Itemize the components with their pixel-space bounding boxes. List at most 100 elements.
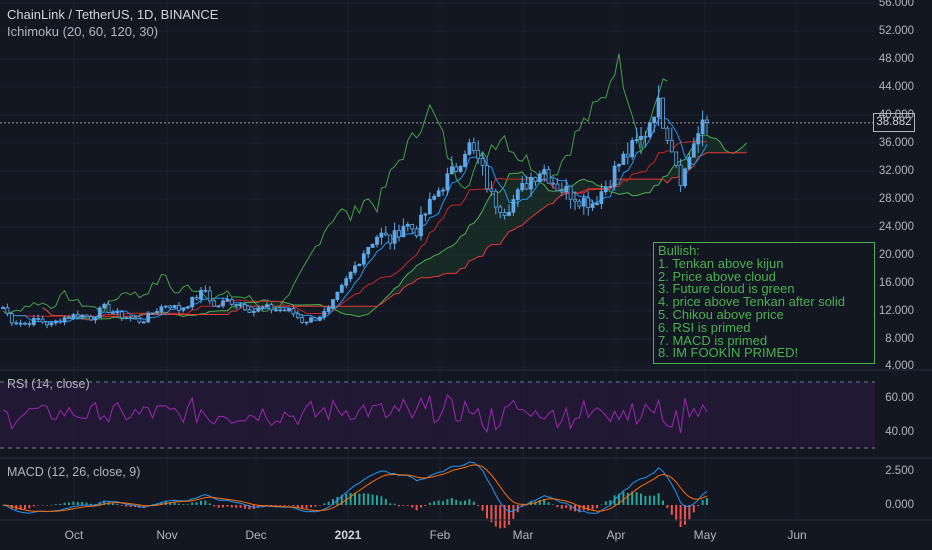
- candle-body: [612, 165, 617, 187]
- macd-histogram-bar: [587, 505, 590, 511]
- candle-body: [115, 311, 120, 314]
- candle-body: [489, 188, 494, 192]
- candle-body: [216, 305, 221, 308]
- macd-histogram-bar: [508, 505, 510, 525]
- candle-body: [194, 297, 199, 300]
- candle-body: [322, 311, 327, 318]
- last-price-tag: 38.882: [873, 113, 915, 132]
- macd-histogram-bar: [204, 500, 207, 505]
- macd-histogram-bar: [490, 505, 493, 523]
- rsi-indicator-label[interactable]: RSI (14, close): [7, 377, 90, 391]
- note-line: 8. IM FOOKIN PRIMED!: [658, 345, 799, 361]
- macd-histogram-bar: [398, 505, 400, 507]
- macd-histogram-bar: [578, 505, 581, 513]
- candle-body: [683, 168, 687, 186]
- candle-body: [278, 309, 283, 312]
- candle-body: [471, 142, 476, 151]
- candle-body: [463, 154, 467, 167]
- candle-body: [520, 183, 525, 191]
- macd-histogram-bar: [600, 504, 603, 505]
- macd-histogram-bar: [147, 505, 150, 506]
- candle-body: [383, 232, 388, 236]
- macd-histogram-bar: [354, 492, 356, 505]
- macd-histogram-bar: [543, 498, 546, 505]
- candle-body: [344, 278, 349, 286]
- time-axis-label: Jun: [787, 528, 807, 542]
- macd-histogram-bar: [54, 504, 57, 505]
- macd-histogram-bar: [538, 500, 541, 505]
- macd-histogram-bar: [499, 505, 502, 529]
- bullish-note-box[interactable]: Bullish: 1. Tenkan above kijun 2. Price …: [653, 242, 875, 364]
- macd-histogram-bar: [433, 501, 436, 505]
- candle-body: [537, 173, 542, 183]
- candle-body: [84, 314, 89, 318]
- candle-body: [432, 195, 437, 200]
- macd-histogram-bar: [560, 505, 563, 509]
- candle-body: [111, 312, 115, 315]
- candle-body: [159, 306, 164, 312]
- macd-histogram-bar: [72, 501, 75, 505]
- candle-body: [199, 289, 203, 300]
- note-line: 6. RSI is primed: [658, 319, 751, 335]
- price-axis-label: 40.000: [878, 109, 914, 121]
- candle-body: [678, 164, 683, 186]
- macd-histogram-bar: [631, 491, 634, 505]
- candle-body: [133, 317, 137, 320]
- macd-histogram-bar: [618, 493, 620, 505]
- candle-body: [603, 186, 608, 193]
- macd-histogram-bar: [420, 505, 422, 508]
- candle-body: [564, 185, 569, 193]
- macd-histogram-bar: [367, 493, 370, 505]
- macd-histogram-bar: [340, 495, 343, 505]
- macd-histogram-bar: [406, 505, 409, 506]
- macd-histogram-bar: [653, 495, 656, 505]
- candle-body: [625, 153, 630, 158]
- candle-body: [405, 224, 410, 227]
- candle-body: [388, 234, 393, 244]
- macd-histogram-bar: [230, 505, 233, 508]
- macd-indicator-label[interactable]: MACD (12, 26, close, 9): [7, 465, 141, 479]
- macd-histogram-bar: [437, 500, 440, 505]
- candle-body: [419, 214, 423, 237]
- candle-body: [595, 203, 599, 206]
- candle-body: [361, 253, 366, 265]
- macd-histogram-bar: [32, 505, 35, 507]
- candle-body: [639, 135, 643, 141]
- candle-body: [119, 311, 124, 319]
- candle-body: [586, 197, 591, 208]
- candle-body: [458, 165, 463, 172]
- candle-body: [163, 305, 168, 308]
- candle-body: [309, 317, 313, 323]
- macd-histogram-bar: [305, 505, 308, 509]
- candle-body: [71, 314, 76, 319]
- candle-body: [590, 203, 595, 208]
- macd-histogram-bar: [178, 503, 180, 505]
- candle-body: [691, 143, 696, 158]
- symbol-title[interactable]: ChainLink / TetherUS, 1D, BINANCE: [7, 7, 219, 22]
- macd-histogram-bar: [402, 505, 405, 506]
- candle-body: [326, 307, 331, 312]
- macd-histogram-bar: [200, 500, 202, 505]
- macd-histogram-bar: [411, 505, 414, 508]
- candle-body: [524, 183, 529, 190]
- macd-histogram-bar: [472, 501, 475, 505]
- candle-body: [172, 304, 177, 309]
- candle-body: [423, 213, 428, 216]
- candle-body: [256, 307, 261, 312]
- macd-histogram-bar: [120, 505, 123, 506]
- candle-body: [150, 312, 155, 315]
- macd-histogram-bar: [442, 501, 444, 505]
- macd-histogram-bar: [142, 505, 145, 508]
- time-axis-label: Dec: [245, 528, 267, 542]
- candle-body: [313, 317, 318, 321]
- macd-histogram-bar: [186, 504, 189, 505]
- macd-histogram-bar: [59, 503, 62, 505]
- ichimoku-indicator-label[interactable]: Ichimoku (20, 60, 120, 30): [7, 24, 159, 39]
- candle-body: [687, 156, 692, 170]
- candle-body: [559, 190, 564, 193]
- macd-histogram-bar: [283, 505, 286, 506]
- macd-histogram-bar: [81, 502, 84, 505]
- macd-histogram-bar: [332, 499, 334, 505]
- macd-histogram-bar: [481, 505, 484, 511]
